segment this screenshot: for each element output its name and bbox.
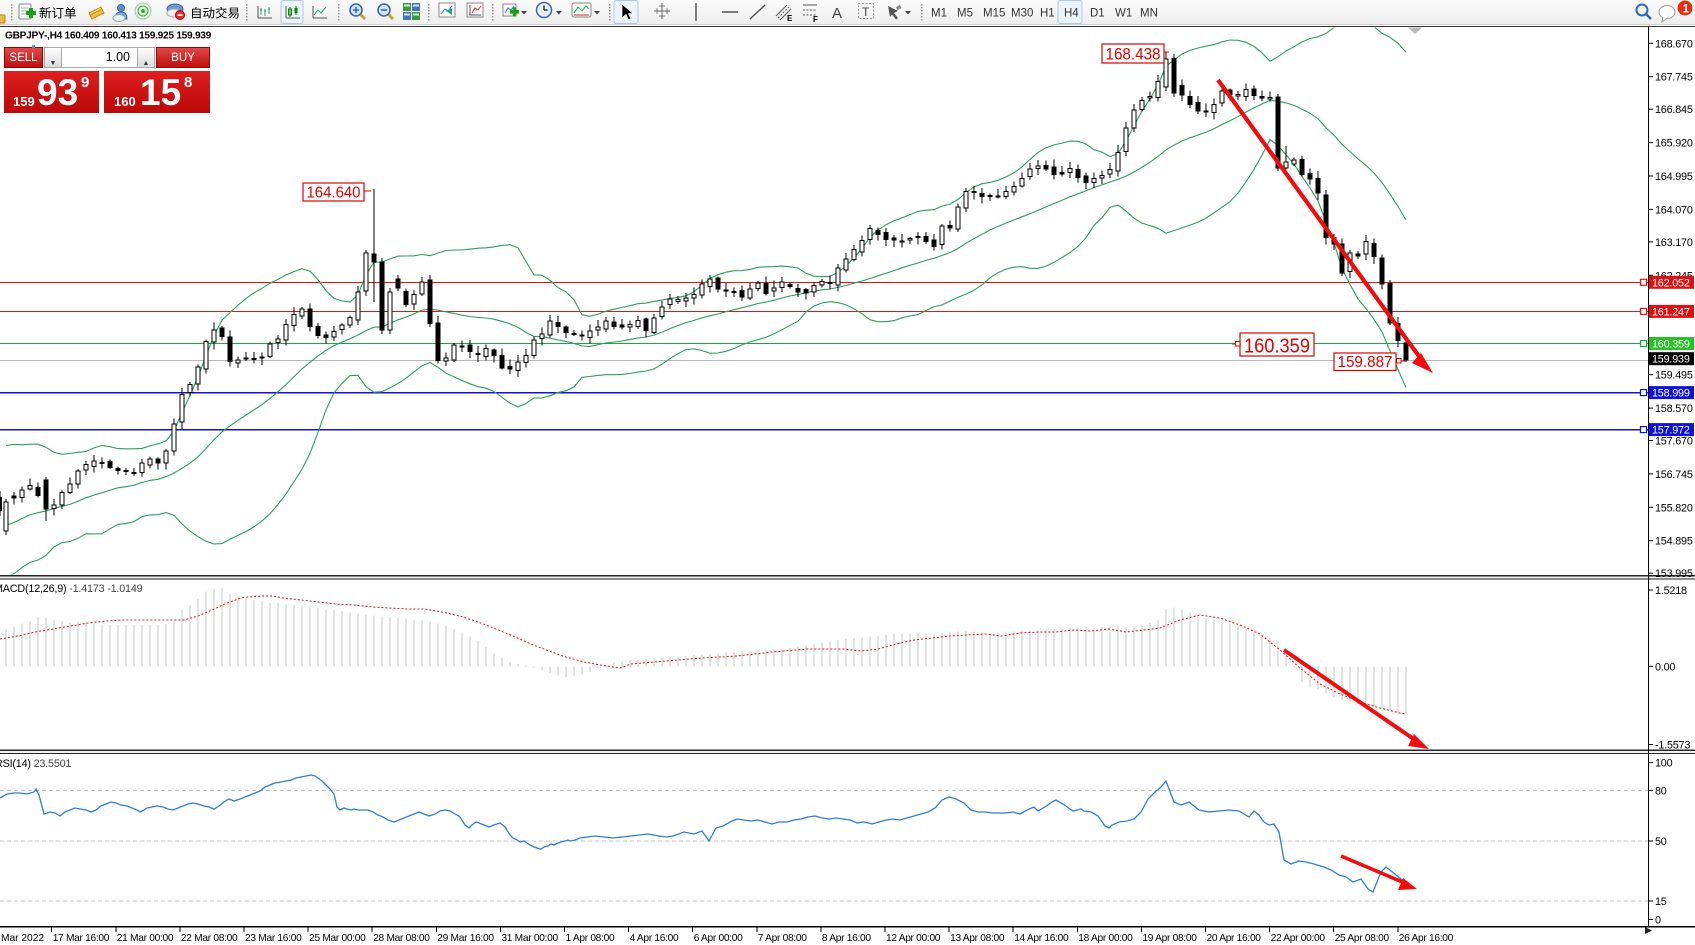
svg-text:1 Apr 08:00: 1 Apr 08:00 — [566, 933, 615, 944]
svg-text:159.939: 159.939 — [1652, 354, 1690, 366]
svg-text:155.820: 155.820 — [1655, 502, 1693, 514]
svg-text:H1: H1 — [1040, 8, 1055, 20]
svg-text:18 Apr 00:00: 18 Apr 00:00 — [1078, 933, 1133, 944]
svg-text:161.247: 161.247 — [1652, 306, 1690, 318]
svg-text:153.995: 153.995 — [1655, 568, 1693, 580]
svg-text:T: T — [862, 5, 870, 19]
svg-text:E: E — [787, 14, 793, 23]
svg-text:D1: D1 — [1090, 8, 1105, 20]
svg-text:168.670: 168.670 — [1655, 38, 1693, 50]
svg-text:166.845: 166.845 — [1655, 104, 1693, 116]
svg-text:159.495: 159.495 — [1655, 370, 1693, 382]
svg-text:M1: M1 — [931, 8, 947, 20]
svg-text:160.359: 160.359 — [1244, 335, 1310, 358]
svg-text:14 Apr 16:00: 14 Apr 16:00 — [1014, 933, 1069, 944]
svg-text:GBPJPY-,H4 160.409 160.413 15: GBPJPY-,H4 160.409 160.413 159.925 159.9… — [5, 31, 212, 42]
svg-text:MN: MN — [1140, 8, 1158, 20]
svg-text:165.920: 165.920 — [1655, 138, 1693, 150]
svg-text:W1: W1 — [1115, 8, 1132, 20]
svg-text:21 Mar 00:00: 21 Mar 00:00 — [117, 933, 174, 944]
svg-text:6 Apr 00:00: 6 Apr 00:00 — [694, 933, 743, 944]
svg-text:17 Mar 16:00: 17 Mar 16:00 — [53, 933, 110, 944]
svg-text:25 Mar 00:00: 25 Mar 00:00 — [309, 933, 366, 944]
svg-text:M15: M15 — [983, 8, 1005, 20]
svg-text:0.00: 0.00 — [1655, 661, 1675, 673]
svg-text:RSI(14) 23.5501: RSI(14) 23.5501 — [0, 758, 71, 770]
svg-text:154.895: 154.895 — [1655, 536, 1693, 548]
svg-text:164.070: 164.070 — [1655, 204, 1693, 216]
svg-text:164.640: 164.640 — [307, 185, 361, 202]
svg-text:28 Mar 08:00: 28 Mar 08:00 — [373, 933, 430, 944]
svg-text:25 Apr 08:00: 25 Apr 08:00 — [1335, 933, 1390, 944]
svg-text:22 Mar 08:00: 22 Mar 08:00 — [181, 933, 238, 944]
svg-text:1: 1 — [1683, 4, 1690, 16]
svg-text:157.670: 157.670 — [1655, 436, 1693, 448]
svg-text:20 Apr 16:00: 20 Apr 16:00 — [1207, 933, 1262, 944]
svg-text:MACD(12,26,9) -1.4173 -1.0149: MACD(12,26,9) -1.4173 -1.0149 — [0, 583, 143, 595]
svg-text:31 Mar 00:00: 31 Mar 00:00 — [501, 933, 558, 944]
svg-text:23 Mar 16:00: 23 Mar 16:00 — [245, 933, 302, 944]
svg-text:19 Apr 08:00: 19 Apr 08:00 — [1142, 933, 1197, 944]
svg-text:156.745: 156.745 — [1655, 469, 1693, 481]
svg-text:157.972: 157.972 — [1652, 425, 1690, 437]
svg-text:12 Apr 00:00: 12 Apr 00:00 — [886, 933, 941, 944]
svg-text:29 Mar 16:00: 29 Mar 16:00 — [437, 933, 494, 944]
svg-text:8 Apr 16:00: 8 Apr 16:00 — [822, 933, 871, 944]
svg-text:167.745: 167.745 — [1655, 72, 1693, 84]
svg-text:158.999: 158.999 — [1652, 388, 1690, 400]
svg-text:Mar 2022: Mar 2022 — [1, 933, 44, 944]
svg-text:159.887: 159.887 — [1338, 354, 1393, 371]
svg-text:162.052: 162.052 — [1652, 277, 1690, 289]
svg-text:158.570: 158.570 — [1655, 403, 1693, 415]
svg-text:7 Apr 08:00: 7 Apr 08:00 — [758, 933, 807, 944]
svg-text:80: 80 — [1655, 785, 1667, 797]
svg-text:26 Apr 16:00: 26 Apr 16:00 — [1399, 933, 1454, 944]
svg-text:M30: M30 — [1011, 8, 1033, 20]
svg-text:100: 100 — [1655, 758, 1673, 770]
svg-text:13 Apr 08:00: 13 Apr 08:00 — [950, 933, 1005, 944]
svg-text:H4: H4 — [1064, 8, 1079, 20]
svg-text:1.5218: 1.5218 — [1655, 585, 1687, 597]
svg-text:-1.5573: -1.5573 — [1655, 740, 1690, 752]
svg-text:22 Apr 00:00: 22 Apr 00:00 — [1271, 933, 1326, 944]
svg-text:4 Apr 16:00: 4 Apr 16:00 — [630, 933, 679, 944]
svg-text:0: 0 — [1655, 915, 1661, 927]
svg-text:168.438: 168.438 — [1106, 46, 1161, 64]
svg-text:160.359: 160.359 — [1652, 339, 1690, 351]
svg-text:15: 15 — [1655, 896, 1667, 908]
svg-text:F: F — [813, 15, 818, 24]
svg-text:163.170: 163.170 — [1655, 237, 1693, 249]
svg-text:50: 50 — [1655, 836, 1667, 848]
svg-text:A: A — [832, 5, 842, 22]
svg-text:164.995: 164.995 — [1655, 171, 1693, 183]
svg-text:M5: M5 — [957, 8, 973, 20]
